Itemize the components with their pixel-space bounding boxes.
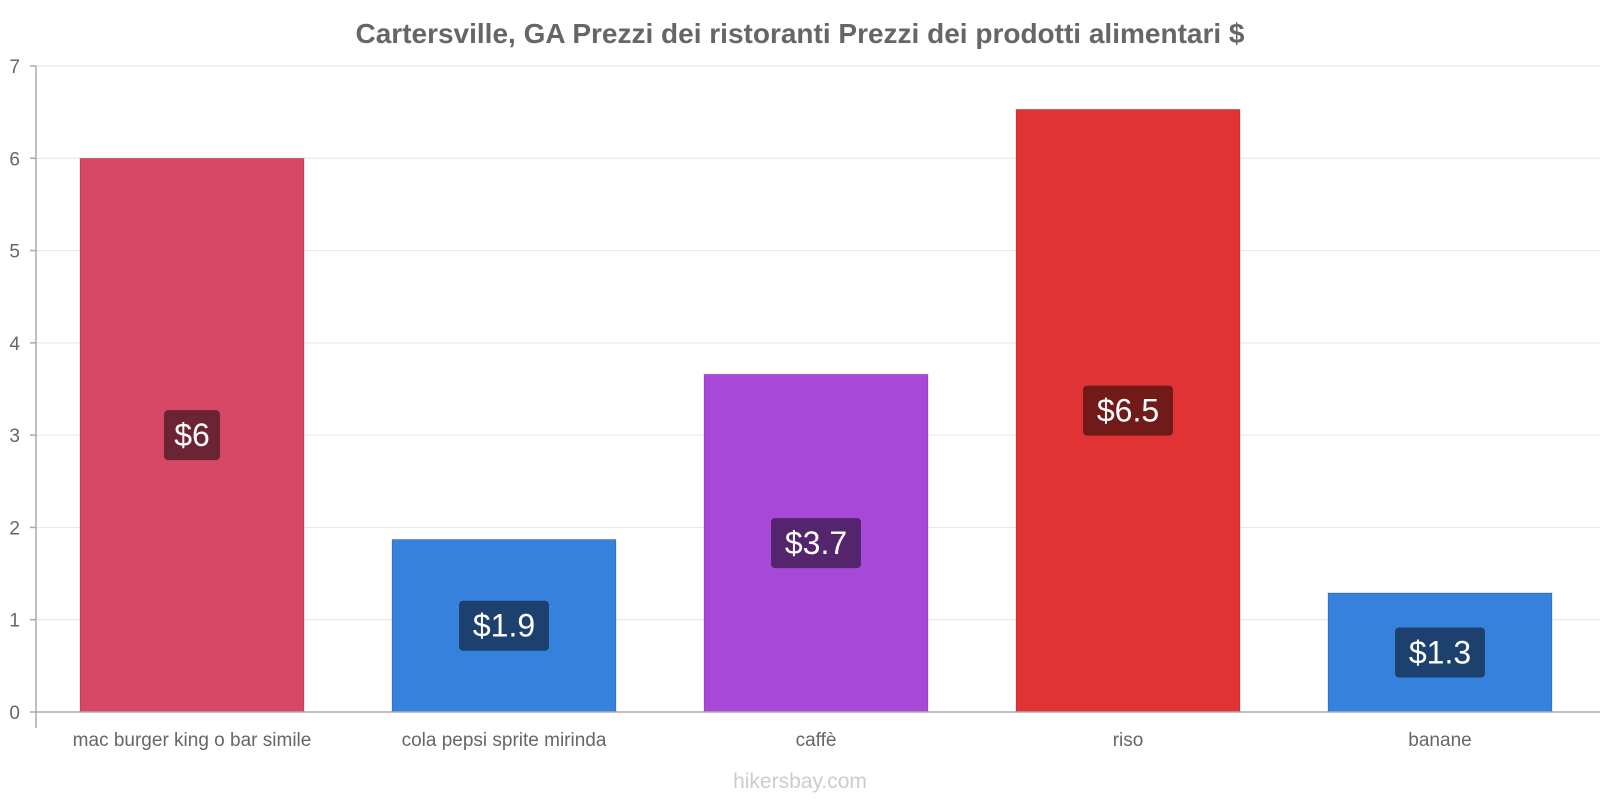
value-label: $1.9 (473, 608, 535, 644)
value-labels: $6 $1.9 $3.7 $6.5 $1.3 (164, 385, 1485, 678)
bars (79, 108, 1553, 713)
category-label: cola pepsi sprite mirinda (402, 730, 607, 751)
category-label: riso (1113, 730, 1144, 751)
y-tick-label: 0 (9, 703, 20, 724)
y-tick-label: 4 (9, 334, 20, 355)
watermark: hikersbay.com (733, 770, 867, 793)
chart-title: Cartersville, GA Prezzi dei ristoranti P… (356, 18, 1245, 49)
value-label: $1.3 (1409, 634, 1471, 670)
y-tick-label: 1 (9, 611, 20, 632)
category-label: caffè (796, 730, 837, 751)
y-tick-label: 6 (9, 149, 20, 170)
category-label: banane (1408, 730, 1471, 751)
y-tick-label: 7 (9, 57, 20, 78)
category-label: mac burger king o bar simile (73, 730, 312, 751)
value-label: $3.7 (785, 525, 847, 561)
value-label-badge (459, 600, 549, 651)
category-labels: mac burger king o bar simile cola pepsi s… (73, 730, 1472, 751)
y-tick-label: 5 (9, 242, 20, 263)
y-tick-label: 3 (9, 426, 20, 447)
y-axis-ticks: 0 1 2 3 4 5 6 7 (9, 57, 36, 724)
value-label-badge (1083, 385, 1173, 436)
value-label: $6 (174, 417, 210, 453)
value-label-badge (771, 518, 861, 569)
y-tick-label: 2 (9, 518, 20, 539)
value-label-badge (164, 410, 220, 461)
value-label-badge (1395, 627, 1485, 678)
value-label: $6.5 (1097, 393, 1159, 429)
